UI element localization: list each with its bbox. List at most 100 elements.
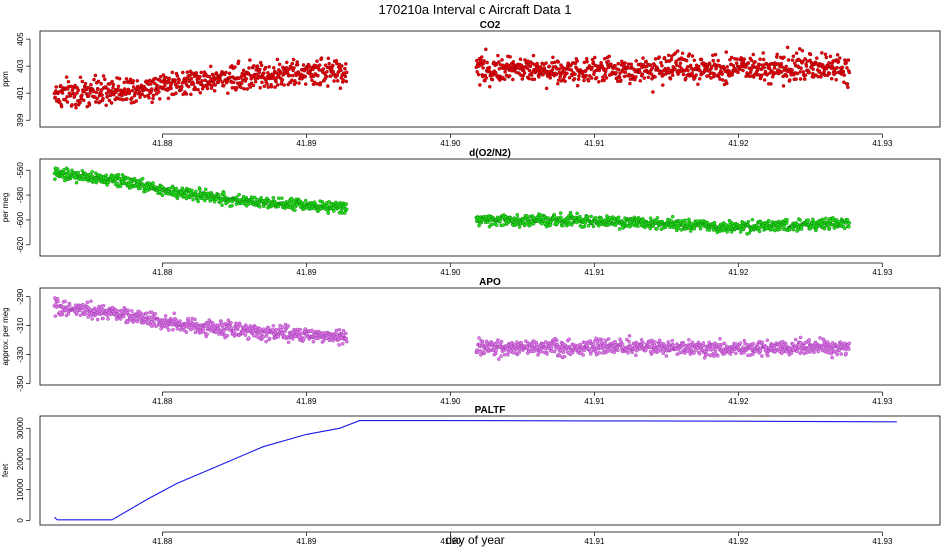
data-point <box>222 83 226 88</box>
data-point <box>687 338 691 342</box>
data-point <box>497 67 502 71</box>
data-point <box>669 57 674 62</box>
data-point <box>784 74 789 78</box>
data-point <box>276 83 280 87</box>
data-point <box>589 214 593 219</box>
data-point <box>589 76 594 80</box>
data-point <box>248 85 253 89</box>
data-point <box>546 216 551 220</box>
data-point <box>582 348 587 353</box>
data-point <box>784 342 788 347</box>
data-point <box>63 98 67 102</box>
data-point <box>187 79 192 84</box>
data-point <box>788 227 792 232</box>
data-point <box>650 338 654 343</box>
data-point <box>670 73 675 77</box>
data-point <box>225 79 230 84</box>
data-point <box>89 299 93 303</box>
data-point <box>65 95 69 99</box>
data-point <box>130 88 135 93</box>
data-point <box>191 197 195 202</box>
data-point <box>344 207 349 212</box>
data-point <box>502 77 507 82</box>
data-point <box>527 68 532 73</box>
data-point <box>302 68 307 73</box>
data-point <box>786 58 791 62</box>
data-point <box>781 84 786 88</box>
data-point <box>718 337 722 341</box>
data-point <box>104 103 108 108</box>
data-point <box>224 70 228 75</box>
data-point <box>259 63 264 68</box>
data-point <box>210 83 214 88</box>
data-point <box>720 78 725 82</box>
data-point <box>650 66 655 70</box>
data-point <box>758 57 762 61</box>
data-point <box>696 82 700 87</box>
data-point <box>227 71 232 76</box>
data-point <box>830 355 834 360</box>
data-point <box>105 95 110 99</box>
data-point <box>166 96 171 101</box>
data-point <box>613 63 617 68</box>
data-point <box>757 63 762 67</box>
data-point <box>498 219 502 223</box>
data-point <box>620 342 625 346</box>
x-tick-label: 41.90 <box>440 268 461 277</box>
data-point <box>582 224 587 229</box>
data-point <box>314 63 318 68</box>
x-tick-label: 41.89 <box>296 139 317 148</box>
data-point <box>548 76 552 80</box>
data-point <box>279 70 283 75</box>
data-point <box>214 71 219 75</box>
data-point <box>648 216 653 220</box>
data-point <box>712 71 716 76</box>
data-point <box>68 93 73 97</box>
data-point <box>494 223 499 227</box>
data-point <box>729 55 734 60</box>
data-point <box>668 77 673 81</box>
data-point <box>711 58 715 63</box>
data-point <box>804 64 809 68</box>
data-point <box>520 77 525 81</box>
data-point <box>585 59 589 64</box>
data-point <box>218 77 222 82</box>
data-point <box>344 62 348 66</box>
data-point <box>593 55 597 60</box>
data-point <box>666 53 671 58</box>
data-point <box>233 65 237 69</box>
x-tick-label: 41.88 <box>152 268 173 277</box>
data-point <box>646 75 651 80</box>
data-point <box>716 58 720 63</box>
data-point <box>238 323 242 327</box>
data-point <box>212 89 217 93</box>
data-point <box>616 67 621 72</box>
data-point <box>317 63 322 67</box>
x-tick-label: 41.91 <box>584 397 605 406</box>
data-point <box>293 208 297 212</box>
data-point <box>830 64 835 69</box>
data-point <box>339 68 343 73</box>
data-point <box>298 327 303 332</box>
data-point <box>335 79 340 83</box>
y-tick-label: 30000 <box>16 417 25 440</box>
data-point <box>527 76 531 81</box>
data-point <box>697 64 701 69</box>
data-point <box>100 93 104 97</box>
data-point <box>220 203 224 207</box>
data-point <box>282 83 286 87</box>
data-point <box>231 80 236 85</box>
data-point <box>95 317 100 322</box>
data-point <box>734 351 738 356</box>
data-point <box>236 59 241 64</box>
data-point <box>207 74 212 79</box>
data-point <box>567 75 572 80</box>
data-point <box>80 169 85 173</box>
data-point <box>258 327 262 331</box>
data-point <box>623 70 628 75</box>
data-point <box>668 225 672 229</box>
data-point <box>503 70 507 74</box>
